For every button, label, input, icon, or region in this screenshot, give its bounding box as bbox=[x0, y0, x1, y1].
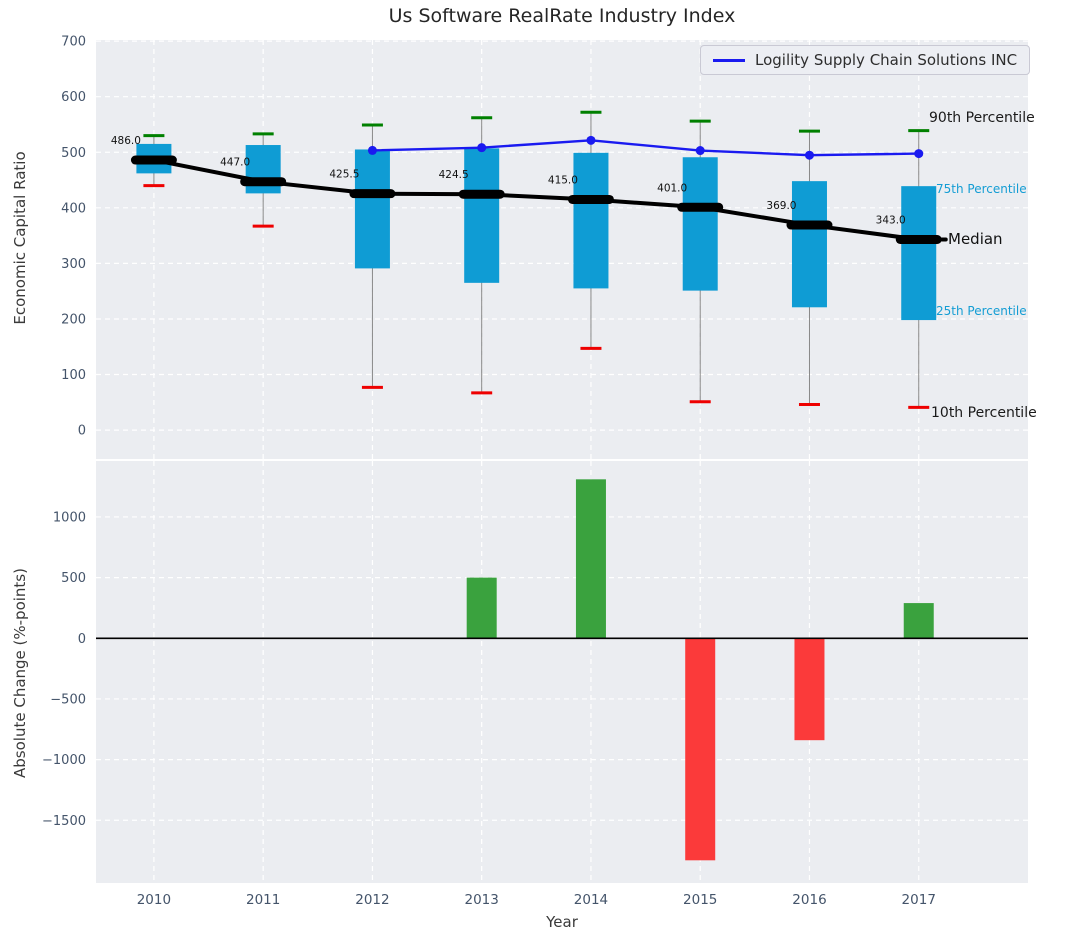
x-tick-label: 2014 bbox=[574, 892, 608, 908]
top-y-tick-label: 0 bbox=[78, 424, 86, 439]
company-marker bbox=[367, 145, 377, 155]
change-bar-positive bbox=[903, 603, 934, 639]
top-y-tick-label: 500 bbox=[61, 146, 86, 161]
median-marker bbox=[130, 155, 177, 165]
annotation-25th-percentile: 25th Percentile bbox=[936, 304, 1027, 318]
median-value-label: 343.0 bbox=[876, 214, 906, 226]
median-value-label: 415.0 bbox=[548, 174, 578, 186]
bottom-y-tick-label: 0 bbox=[78, 632, 86, 647]
median-value-label: 486.0 bbox=[111, 135, 141, 147]
bottom-plot-area bbox=[96, 461, 1028, 883]
median-marker bbox=[895, 234, 942, 244]
top-y-tick-label: 200 bbox=[61, 312, 86, 327]
percentile-box bbox=[573, 152, 609, 289]
bottom-y-tick-label: 500 bbox=[61, 571, 86, 586]
top-y-tick-label: 400 bbox=[61, 201, 86, 216]
median-marker bbox=[240, 177, 287, 187]
change-bar-negative bbox=[794, 638, 825, 741]
median-marker bbox=[567, 194, 614, 204]
x-tick-label: 2011 bbox=[246, 892, 280, 908]
annotation-10th-percentile: 10th Percentile bbox=[931, 405, 1037, 421]
median-value-label: 424.5 bbox=[439, 169, 469, 181]
legend: Logility Supply Chain Solutions INC bbox=[700, 45, 1031, 75]
bottom-y-axis-label: Absolute Change (%-points) bbox=[11, 568, 29, 778]
percentile-box bbox=[464, 148, 500, 283]
median-marker bbox=[677, 202, 724, 212]
change-bar-positive bbox=[466, 577, 497, 639]
annotation-median: Median bbox=[948, 230, 1003, 248]
percentile-box bbox=[901, 186, 937, 321]
x-tick-label: 2012 bbox=[355, 892, 389, 908]
percentile-box bbox=[354, 149, 390, 269]
company-marker bbox=[477, 143, 487, 153]
bottom-y-tick-label: −1000 bbox=[42, 753, 86, 768]
company-marker bbox=[695, 146, 705, 156]
median-value-label: 425.5 bbox=[329, 169, 359, 181]
median-marker bbox=[786, 220, 833, 230]
company-line bbox=[372, 139, 919, 157]
chart-title: Us Software RealRate Industry Index bbox=[388, 5, 736, 27]
median-value-label: 401.0 bbox=[657, 182, 687, 194]
legend-line-sample bbox=[713, 58, 745, 62]
change-bar-negative bbox=[685, 638, 716, 861]
x-tick-label: 2016 bbox=[792, 892, 826, 908]
annotation-75th-percentile: 75th Percentile bbox=[936, 182, 1027, 196]
company-marker bbox=[804, 150, 814, 160]
bottom-y-tick-label: −500 bbox=[50, 692, 86, 707]
top-plot-area bbox=[96, 40, 1028, 459]
x-axis-label: Year bbox=[546, 913, 578, 931]
company-marker bbox=[914, 149, 924, 159]
legend-label: Logility Supply Chain Solutions INC bbox=[755, 51, 1018, 69]
top-y-tick-label: 300 bbox=[61, 257, 86, 272]
percentile-box bbox=[682, 157, 718, 291]
top-y-tick-label: 700 bbox=[61, 35, 86, 50]
top-y-tick-label: 100 bbox=[61, 368, 86, 383]
top-y-axis-label: Economic Capital Ratio bbox=[11, 151, 29, 325]
median-marker bbox=[458, 189, 505, 199]
median-value-label: 447.0 bbox=[220, 157, 250, 169]
median-value-label: 369.0 bbox=[766, 200, 796, 212]
change-bar-positive bbox=[575, 479, 606, 639]
bottom-y-tick-label: −1500 bbox=[42, 814, 86, 829]
annotation-90th-percentile: 90th Percentile bbox=[929, 110, 1035, 126]
company-marker bbox=[586, 135, 596, 145]
x-tick-label: 2010 bbox=[137, 892, 171, 908]
percentile-box bbox=[791, 181, 827, 308]
median-marker bbox=[349, 189, 396, 199]
top-y-tick-label: 600 bbox=[61, 90, 86, 105]
x-tick-label: 2015 bbox=[683, 892, 717, 908]
bottom-y-tick-label: 1000 bbox=[53, 510, 86, 525]
x-tick-label: 2013 bbox=[465, 892, 499, 908]
x-tick-label: 2017 bbox=[902, 892, 936, 908]
